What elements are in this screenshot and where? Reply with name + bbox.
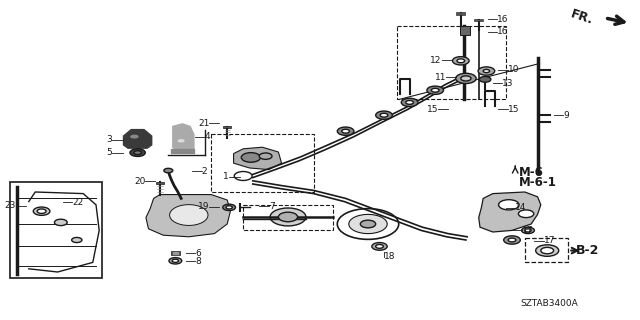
Circle shape — [372, 243, 387, 250]
Text: 17: 17 — [544, 236, 556, 245]
Circle shape — [37, 209, 46, 213]
Bar — [460, 26, 470, 35]
Text: 16: 16 — [497, 28, 509, 36]
Text: 21: 21 — [198, 119, 209, 128]
Bar — [211, 134, 314, 192]
Text: 7: 7 — [269, 202, 275, 211]
Circle shape — [130, 134, 139, 139]
Circle shape — [431, 88, 439, 92]
Text: 8: 8 — [195, 257, 201, 266]
Text: 22: 22 — [72, 198, 84, 207]
Circle shape — [349, 214, 387, 234]
Text: 6: 6 — [195, 249, 201, 258]
Circle shape — [376, 111, 392, 119]
Polygon shape — [146, 195, 230, 237]
Text: M-6: M-6 — [518, 166, 543, 179]
Circle shape — [134, 151, 141, 155]
Circle shape — [452, 57, 469, 65]
Text: SZTAB3400A: SZTAB3400A — [520, 300, 578, 308]
Circle shape — [342, 129, 349, 133]
Text: 18: 18 — [384, 252, 396, 261]
Circle shape — [380, 113, 388, 117]
Text: 19: 19 — [198, 202, 209, 211]
Bar — [156, 182, 164, 184]
Circle shape — [401, 98, 418, 107]
Bar — [223, 126, 231, 128]
Circle shape — [172, 259, 179, 262]
Text: FR.: FR. — [570, 7, 595, 27]
Polygon shape — [173, 124, 194, 152]
Bar — [171, 149, 194, 153]
Text: 10: 10 — [508, 65, 519, 74]
Circle shape — [259, 153, 272, 159]
Text: 15: 15 — [508, 105, 519, 114]
Circle shape — [278, 212, 298, 222]
Text: 1: 1 — [223, 172, 229, 181]
Circle shape — [177, 139, 185, 143]
Polygon shape — [124, 130, 152, 148]
Text: 17: 17 — [522, 226, 533, 235]
Bar — [171, 251, 180, 255]
Circle shape — [270, 208, 306, 226]
Text: 14: 14 — [515, 204, 527, 212]
Polygon shape — [479, 192, 541, 232]
Circle shape — [72, 237, 82, 243]
Text: B-2: B-2 — [576, 244, 600, 257]
Circle shape — [504, 236, 520, 244]
Circle shape — [479, 76, 491, 82]
Bar — [173, 252, 178, 254]
Circle shape — [54, 219, 67, 226]
Circle shape — [525, 229, 531, 232]
Circle shape — [522, 227, 534, 234]
Text: 9: 9 — [563, 111, 569, 120]
Circle shape — [33, 207, 50, 215]
Circle shape — [376, 244, 383, 248]
Text: 3: 3 — [106, 135, 112, 144]
Circle shape — [518, 210, 534, 218]
Circle shape — [164, 168, 173, 173]
Circle shape — [360, 220, 376, 228]
Text: M-6-1: M-6-1 — [518, 176, 556, 189]
Circle shape — [536, 245, 559, 256]
Text: 5: 5 — [106, 148, 112, 157]
Text: 2: 2 — [202, 167, 207, 176]
Circle shape — [223, 204, 236, 211]
Circle shape — [499, 200, 519, 210]
Circle shape — [169, 258, 182, 264]
Text: 11: 11 — [435, 73, 446, 82]
Text: 4: 4 — [205, 132, 211, 141]
Text: 13: 13 — [502, 79, 514, 88]
Bar — [10, 182, 102, 278]
Ellipse shape — [170, 205, 208, 226]
Text: 23: 23 — [4, 201, 16, 210]
Circle shape — [226, 206, 232, 209]
Circle shape — [483, 69, 490, 73]
Circle shape — [337, 127, 354, 135]
Text: 12: 12 — [430, 56, 442, 65]
Bar — [397, 26, 506, 99]
Bar — [243, 205, 333, 230]
Circle shape — [508, 238, 516, 242]
Text: 16: 16 — [497, 15, 509, 24]
Circle shape — [541, 247, 554, 254]
Polygon shape — [234, 147, 282, 170]
Circle shape — [234, 172, 252, 180]
Text: 15: 15 — [427, 105, 438, 114]
Circle shape — [461, 76, 471, 81]
Bar — [474, 19, 483, 21]
Circle shape — [478, 67, 495, 75]
Circle shape — [457, 59, 465, 63]
Circle shape — [130, 149, 145, 156]
Circle shape — [456, 73, 476, 84]
Text: 20: 20 — [134, 177, 145, 186]
Circle shape — [406, 100, 413, 104]
Bar — [525, 238, 568, 262]
Bar — [456, 12, 465, 15]
Circle shape — [427, 86, 444, 94]
Circle shape — [241, 153, 260, 162]
